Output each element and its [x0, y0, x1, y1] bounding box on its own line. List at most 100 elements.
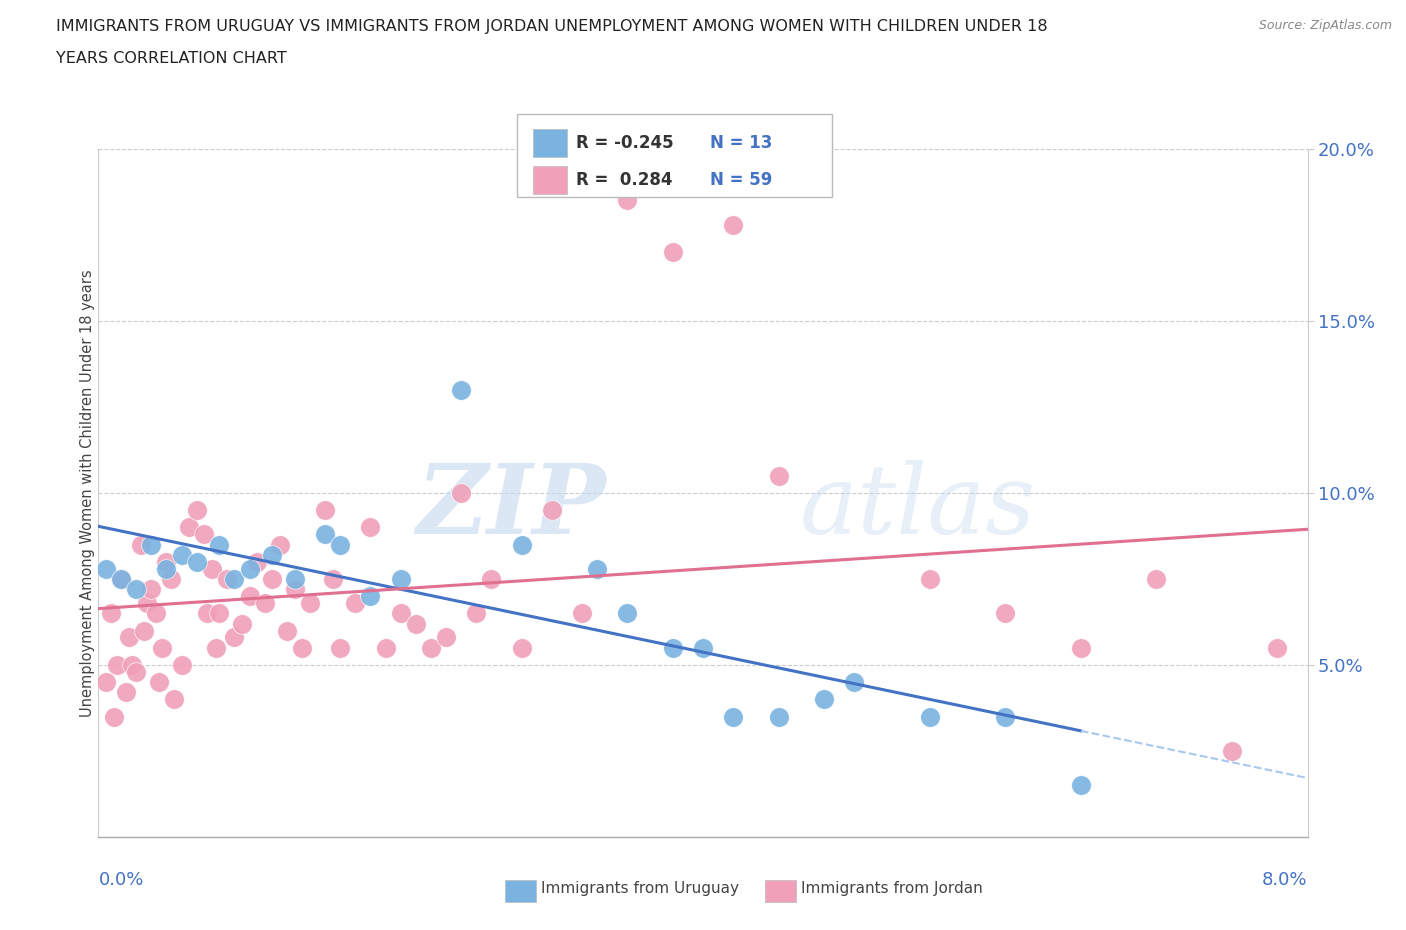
- Point: [253, 595, 276, 610]
- Point: [201, 561, 224, 576]
- Point: [540, 502, 562, 517]
- Point: [314, 526, 336, 541]
- Point: [723, 217, 745, 232]
- Point: [723, 709, 745, 724]
- Point: [329, 640, 352, 655]
- Point: [150, 640, 173, 655]
- Point: [389, 571, 412, 587]
- Point: [586, 561, 609, 576]
- Point: [661, 245, 683, 259]
- Text: Immigrants from Jordan: Immigrants from Jordan: [801, 881, 983, 896]
- Point: [314, 502, 336, 517]
- Point: [322, 571, 344, 587]
- Point: [1070, 640, 1092, 655]
- Point: [389, 606, 412, 621]
- Point: [1265, 640, 1288, 655]
- Point: [616, 193, 638, 208]
- Point: [231, 617, 253, 631]
- Point: [160, 571, 183, 587]
- Y-axis label: Unemployment Among Women with Children Under 18 years: Unemployment Among Women with Children U…: [80, 269, 94, 717]
- Point: [360, 589, 382, 604]
- Point: [269, 538, 291, 552]
- Point: [100, 606, 122, 621]
- Point: [145, 606, 167, 621]
- Text: N = 13: N = 13: [710, 134, 772, 153]
- Text: 0.0%: 0.0%: [98, 871, 143, 889]
- Point: [768, 469, 790, 484]
- Point: [994, 606, 1017, 621]
- Point: [118, 630, 141, 644]
- Point: [239, 589, 262, 604]
- Point: [434, 630, 457, 644]
- Point: [110, 571, 132, 587]
- Point: [918, 571, 941, 587]
- Point: [239, 561, 262, 576]
- Point: [262, 548, 284, 563]
- Text: R =  0.284: R = 0.284: [576, 171, 673, 190]
- Point: [148, 675, 170, 690]
- Point: [224, 571, 246, 587]
- Point: [420, 640, 443, 655]
- Point: [195, 606, 218, 621]
- Point: [844, 675, 866, 690]
- Point: [661, 640, 683, 655]
- Point: [1220, 744, 1243, 759]
- Point: [768, 709, 790, 724]
- Point: [450, 382, 472, 397]
- Point: [103, 709, 125, 724]
- Point: [125, 664, 148, 679]
- Point: [262, 571, 284, 587]
- Point: [114, 685, 136, 700]
- Point: [813, 692, 835, 707]
- Text: N = 59: N = 59: [710, 171, 772, 190]
- Point: [291, 640, 314, 655]
- Point: [170, 548, 193, 563]
- Point: [186, 554, 208, 569]
- Text: 8.0%: 8.0%: [1263, 871, 1308, 889]
- Point: [205, 640, 228, 655]
- Point: [246, 554, 269, 569]
- Point: [374, 640, 396, 655]
- Point: [510, 640, 533, 655]
- Point: [918, 709, 941, 724]
- Point: [1144, 571, 1167, 587]
- Point: [208, 606, 231, 621]
- Text: IMMIGRANTS FROM URUGUAY VS IMMIGRANTS FROM JORDAN UNEMPLOYMENT AMONG WOMEN WITH : IMMIGRANTS FROM URUGUAY VS IMMIGRANTS FR…: [56, 19, 1047, 33]
- Point: [155, 561, 177, 576]
- Text: atlas: atlas: [800, 459, 1036, 553]
- Text: R = -0.245: R = -0.245: [576, 134, 673, 153]
- Point: [125, 582, 148, 597]
- Text: Immigrants from Uruguay: Immigrants from Uruguay: [541, 881, 740, 896]
- Point: [1070, 777, 1092, 792]
- Point: [121, 658, 143, 672]
- Point: [170, 658, 193, 672]
- Point: [94, 561, 117, 576]
- Point: [94, 675, 117, 690]
- Point: [129, 538, 152, 552]
- Text: Source: ZipAtlas.com: Source: ZipAtlas.com: [1258, 19, 1392, 32]
- Point: [994, 709, 1017, 724]
- Point: [510, 538, 533, 552]
- Text: YEARS CORRELATION CHART: YEARS CORRELATION CHART: [56, 51, 287, 66]
- Point: [360, 520, 382, 535]
- Point: [186, 502, 208, 517]
- Point: [215, 571, 238, 587]
- Point: [193, 526, 215, 541]
- Point: [208, 538, 231, 552]
- Point: [284, 582, 307, 597]
- Point: [105, 658, 128, 672]
- Point: [692, 640, 714, 655]
- Point: [298, 595, 321, 610]
- Point: [155, 554, 177, 569]
- Point: [177, 520, 201, 535]
- Point: [616, 606, 638, 621]
- Point: [224, 630, 246, 644]
- Point: [110, 571, 132, 587]
- Point: [141, 582, 163, 597]
- Point: [163, 692, 186, 707]
- Point: [132, 623, 155, 638]
- Point: [571, 606, 593, 621]
- Point: [405, 617, 427, 631]
- Point: [135, 595, 157, 610]
- Point: [450, 485, 472, 500]
